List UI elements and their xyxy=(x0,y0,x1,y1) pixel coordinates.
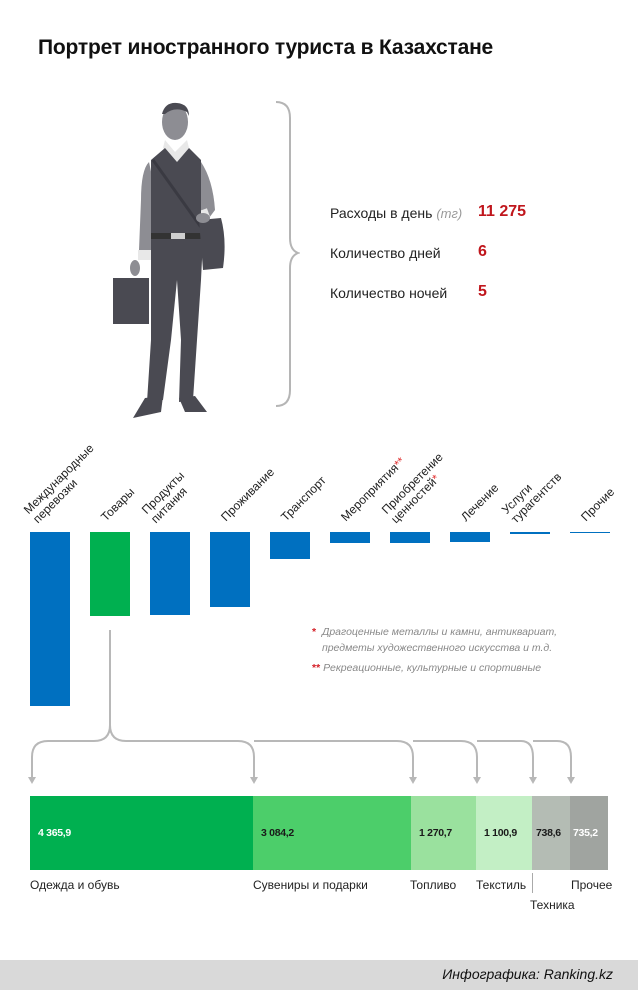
page-title: Портрет иностранного туриста в Казахстан… xyxy=(38,36,494,59)
bar-international-transport xyxy=(30,532,70,706)
segment-electronics: 738,6 xyxy=(532,796,570,870)
segment-textile: 1 100,9 xyxy=(476,796,532,870)
footer-credit: Инфографика: Ranking.kz xyxy=(442,966,613,982)
category-label: Прочие xyxy=(578,484,618,524)
category-label: Товары xyxy=(98,484,138,524)
category-label: Услуги турагентств xyxy=(498,469,565,526)
stat-value-daily-spend: 11 275 xyxy=(478,203,527,220)
segment-label-electronics: Техника xyxy=(530,898,575,912)
stat-label-days: Количество дней xyxy=(330,245,441,261)
category-label: Проживание xyxy=(218,464,278,524)
segment-label-textile: Текстиль xyxy=(476,878,527,892)
segment-clothing: 4 365,9 xyxy=(30,796,253,870)
bar-travel-agency xyxy=(510,532,550,534)
bar-food xyxy=(150,532,190,615)
breakdown-connector-icon xyxy=(28,630,575,784)
tourist-figure-icon xyxy=(113,102,225,418)
category-label: Транспорт xyxy=(278,473,329,524)
segment-other: 735,2 xyxy=(570,796,608,870)
bar-valuables xyxy=(390,532,430,543)
segment-fuel: 1 270,7 xyxy=(411,796,476,870)
footer: Инфографика: Ranking.kz xyxy=(0,960,638,990)
footnote-events: ** Рекреационные, культурные и спортивны… xyxy=(312,662,542,674)
segment-label-fuel: Топливо xyxy=(410,878,457,892)
segment-label-souvenirs: Сувениры и подарки xyxy=(253,878,368,892)
bar-other xyxy=(570,532,610,533)
footnote-valuables: * Драгоценные металлы и камни, антиквари… xyxy=(312,626,558,654)
segment-label-clothing: Одежда и обувь xyxy=(30,878,120,892)
bar-medical xyxy=(450,532,490,542)
bar-transport xyxy=(270,532,310,559)
segment-souvenirs: 3 084,2 xyxy=(253,796,411,870)
segment-label-other: Прочее xyxy=(571,878,613,892)
bar-events xyxy=(330,532,370,543)
stat-label-daily-spend: Расходы в день (тг) xyxy=(330,205,463,221)
category-label: Продукты питания xyxy=(138,468,190,526)
category-label: Лечение xyxy=(458,480,502,524)
stat-value-days: 6 xyxy=(478,243,487,260)
stat-value-nights: 5 xyxy=(478,283,487,300)
stat-label-nights: Количество ночей xyxy=(330,285,448,301)
bar-goods xyxy=(90,532,130,616)
category-label: Международные перевозки xyxy=(20,441,97,526)
electronics-leader-line xyxy=(532,873,533,893)
bar-accommodation xyxy=(210,532,250,607)
brace-icon xyxy=(275,101,300,407)
